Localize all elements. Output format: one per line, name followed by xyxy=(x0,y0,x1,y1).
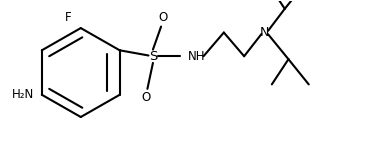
Text: S: S xyxy=(149,50,157,63)
Text: O: O xyxy=(141,91,150,104)
Text: O: O xyxy=(158,11,167,24)
Text: NH: NH xyxy=(188,50,205,63)
Text: N: N xyxy=(260,26,269,39)
Text: H₂N: H₂N xyxy=(12,88,35,101)
Text: F: F xyxy=(65,11,71,24)
